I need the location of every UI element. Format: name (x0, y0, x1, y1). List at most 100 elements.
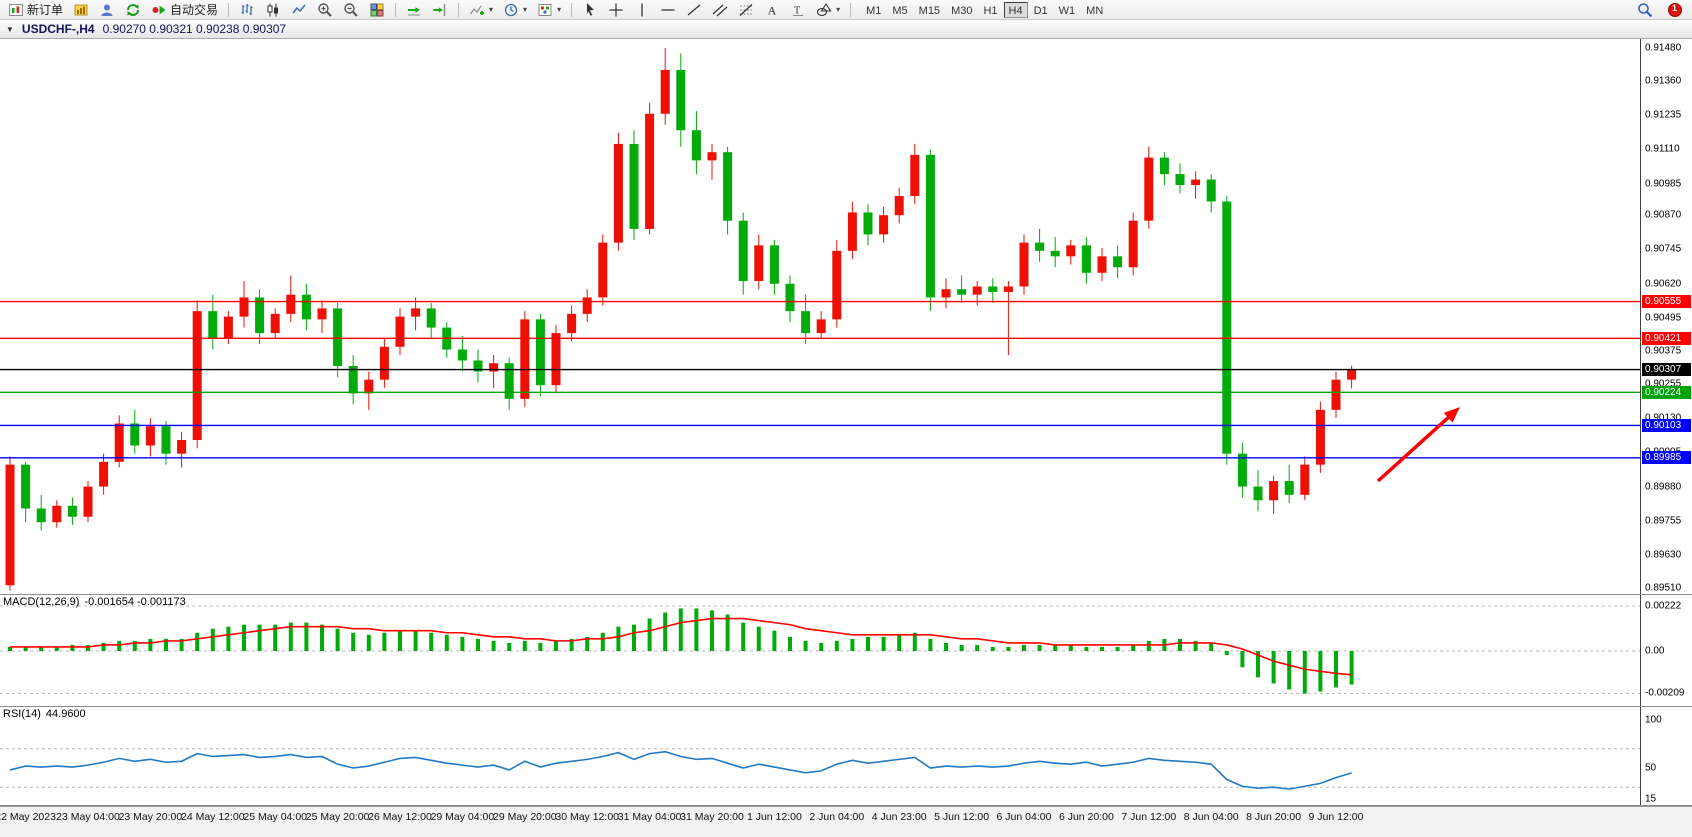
trendline-tool-button[interactable] (682, 1, 706, 19)
timeframe-button-d1[interactable]: D1 (1033, 4, 1048, 17)
macd-panel[interactable]: MACD(12,26,9) -0.001654 -0.001173 0.00222… (0, 595, 1692, 707)
autotrading-button[interactable]: 自动交易 (147, 1, 222, 19)
text-label-tool-button[interactable]: T (786, 1, 810, 19)
price-tick: 0.90495 (1645, 312, 1682, 324)
vertical-line-tool-button[interactable] (630, 1, 654, 19)
horizontal-line-tool-button[interactable] (656, 1, 680, 19)
cursor-tool-button[interactable] (578, 1, 602, 19)
price-tick: 0.89510 (1645, 582, 1682, 594)
profiles-icon (101, 4, 113, 16)
zoom-out-button[interactable] (339, 1, 363, 19)
tile-windows-button[interactable] (365, 1, 389, 19)
rsi-axis[interactable]: 100 50 15 (1640, 707, 1692, 805)
timeframe-button-w1[interactable]: W1 (1058, 4, 1076, 17)
candlestick-type-icon (267, 3, 279, 16)
profiles-button[interactable] (95, 1, 119, 19)
time-label: 23 May 04:00 (56, 811, 120, 823)
time-axis[interactable]: 22 May 2023 23 May 04:00 23 May 20:00 24 Ma… (0, 806, 1692, 837)
chevron-down-icon: ▾ (836, 5, 841, 14)
zoom-out-icon (344, 2, 358, 17)
refresh-icon (127, 3, 140, 16)
timeframe-button-h4[interactable]: H4 (1003, 1, 1028, 18)
timeframe-button-m15[interactable]: M15 (918, 4, 941, 17)
templates-button[interactable]: ▾ (533, 1, 565, 19)
timeframe-toolbar: M1 M5 M15 M30 H1 H4 D1 W1 MN (861, 1, 1108, 18)
line-chart-type-icon (292, 4, 306, 13)
macd-chart (0, 605, 1640, 694)
price-tag: 0.90224 (1642, 385, 1691, 399)
search-icon (1638, 2, 1653, 17)
channel-tool-button[interactable] (708, 1, 732, 19)
window-menu-icon[interactable]: ▼ (6, 24, 14, 34)
crosshair-tool-button[interactable] (604, 1, 628, 19)
candlestick-type-button[interactable] (261, 1, 285, 19)
toolbar-separator (850, 2, 852, 17)
fibonacci-icon (739, 3, 753, 16)
price-tick: 0.90130 (1645, 413, 1681, 424)
periods-button[interactable]: ▾ (499, 1, 531, 19)
autotrading-label: 自动交易 (170, 3, 219, 17)
timeframe-button-m30[interactable]: M30 (951, 4, 973, 17)
price-axis[interactable]: 0.91480 0.91360 0.91235 0.91110 0.90985 0.908… (1640, 39, 1692, 594)
price-tag: 0.90103 (1642, 418, 1691, 432)
time-label: 6 Jun 20:00 (1058, 811, 1114, 823)
zoom-in-button[interactable] (313, 1, 337, 19)
price-chart-panel[interactable]: 0.91480 0.91360 0.91235 0.91110 0.90985 0.908… (0, 39, 1692, 595)
time-label: 26 May 12:00 (368, 811, 432, 823)
rsi-chart (0, 748, 1640, 790)
fibonacci-tool-button[interactable] (734, 1, 758, 19)
indicators-button[interactable]: ▾ (465, 1, 497, 19)
notifications-button[interactable]: 1 (1663, 1, 1686, 19)
chart-ohlc: 0.90270 0.90321 0.90238 0.90307 (102, 22, 287, 36)
timeframe-button-m5[interactable]: M5 (892, 4, 908, 17)
rsi-tick: 15 (1645, 793, 1657, 805)
bar-chart-type-icon (241, 3, 253, 15)
time-label: 22 May 2023 (0, 811, 56, 823)
toolbar: 新订单 (0, 0, 1692, 20)
horizontal-line-icon (661, 8, 675, 11)
notification-badge: 1 (1671, 3, 1677, 13)
time-label: 23 May 20:00 (118, 811, 183, 823)
charts-icon (74, 4, 88, 15)
cursor-icon (587, 2, 595, 16)
auto-scroll-button[interactable] (402, 1, 426, 19)
refresh-button[interactable] (121, 1, 145, 19)
time-label: 24 May 12:00 (180, 811, 245, 823)
price-tick: 0.89630 (1645, 549, 1682, 561)
time-label: 5 Jun 12:00 (934, 811, 990, 823)
timeframe-button-m1[interactable]: M1 (866, 4, 882, 17)
timeframe-button-h1[interactable]: H1 (983, 4, 998, 17)
shapes-tool-button[interactable]: ▾ (812, 1, 844, 19)
text-tool-button[interactable]: A (760, 1, 784, 19)
time-label: 31 May 04:00 (617, 811, 682, 823)
macd-tick: 0.00 (1645, 645, 1665, 657)
price-tick: 0.89880 (1645, 481, 1682, 493)
vertical-line-icon (641, 3, 643, 16)
price-tick: 0.91110 (1645, 143, 1680, 155)
new-order-button[interactable]: 新订单 (4, 1, 67, 19)
time-label: 31 May 20:00 (680, 811, 744, 823)
price-tick: 0.90745 (1645, 243, 1682, 255)
macd-label: MACD(12,26,9) -0.001654 -0.001173 (3, 596, 191, 608)
text-icon: A (768, 3, 777, 17)
line-chart-type-button[interactable] (287, 1, 311, 19)
search-button[interactable] (1633, 1, 1657, 19)
macd-axis[interactable]: 0.00222 0.00 -0.00209 (1640, 595, 1692, 706)
zoom-in-icon (318, 2, 332, 17)
bar-chart-type-button[interactable] (235, 1, 259, 19)
time-label: 29 May 04:00 (430, 811, 495, 823)
price-tag: 0.90421 (1642, 331, 1691, 345)
price-tick: 0.90870 (1645, 209, 1682, 221)
toolbar-right: 1 (1633, 1, 1688, 19)
timeframe-button-mn[interactable]: MN (1086, 4, 1104, 17)
crosshair-icon (609, 3, 623, 16)
chart-title-bar: ▼ USDCHF-,H4 0.90270 0.90321 0.90238 0.9… (0, 20, 1692, 39)
rsi-panel[interactable]: RSI(14) 44.9600 100 50 15 (0, 707, 1692, 806)
price-tick: 0.90620 (1645, 278, 1682, 290)
price-tag: 0.89985 (1642, 451, 1691, 465)
svg-text:A: A (768, 3, 777, 17)
macd-values: -0.001654 -0.001173 (84, 596, 186, 608)
price-tick: 0.91480 (1645, 42, 1682, 54)
chart-shift-button[interactable] (428, 1, 452, 19)
charts-button[interactable] (69, 1, 93, 19)
